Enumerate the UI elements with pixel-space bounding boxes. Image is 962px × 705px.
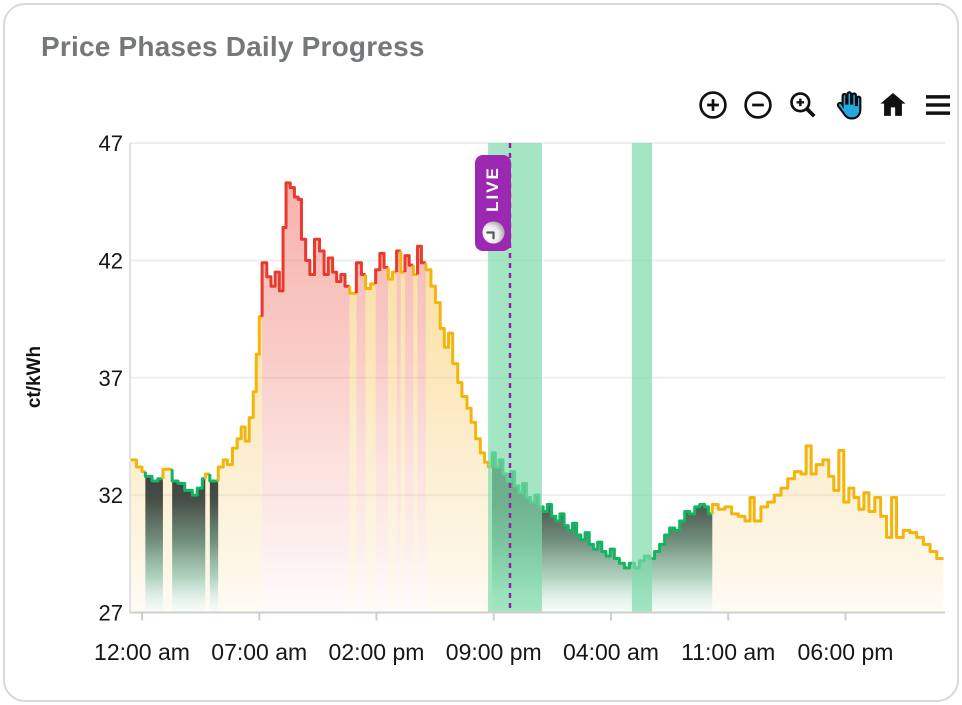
home-icon (880, 93, 906, 116)
price-step-line-g (143, 471, 163, 483)
phase-fill-r (375, 253, 389, 613)
phase-fill-y (413, 274, 418, 613)
home-button[interactable] (873, 85, 913, 125)
price-step-line-y (216, 315, 263, 482)
phase-fill-y (130, 459, 146, 613)
zoom-out-button[interactable] (738, 85, 778, 125)
price-step-line-r (374, 251, 389, 284)
phase-fill-g (492, 452, 713, 613)
magnifier-icon (790, 92, 816, 118)
y-axis-label: ct/kWh (24, 345, 45, 409)
x-tick-label: 09:00 pm (446, 639, 542, 665)
price-step-line-r (403, 254, 414, 273)
price-step-line-g (170, 469, 206, 497)
phase-fill-r (417, 246, 426, 613)
phase-fill-g (145, 476, 163, 613)
phase-fill-y (388, 272, 397, 613)
price-step-line-y (424, 262, 493, 469)
cheap-phase-band (631, 143, 653, 613)
price-step-line-y (161, 467, 173, 479)
price-step-line-y (348, 286, 357, 295)
phase-fill-r (404, 255, 414, 613)
chart-toolbar (693, 85, 957, 125)
pan-hand-icon (836, 91, 862, 120)
x-tick-label: 12:00 am (94, 639, 190, 665)
phase-fill-g (172, 478, 206, 613)
live-clock-icon (481, 221, 505, 244)
live-badge-label: LIVE (483, 166, 502, 212)
phase-fill-r (396, 250, 401, 613)
price-step-line-g (208, 473, 219, 483)
x-tick-label: 07:00 am (211, 639, 307, 665)
price-step-line-y (130, 458, 146, 474)
menu-button[interactable] (918, 85, 957, 125)
x-tick-label: 11:00 am (681, 639, 775, 665)
price-step-line-y (386, 267, 397, 281)
y-tick-label: 42 (99, 248, 123, 273)
phase-fill-y (365, 283, 376, 613)
box-zoom-button[interactable] (783, 85, 823, 125)
page-title: Price Phases Daily Progress (41, 31, 425, 62)
phase-fill-y (712, 445, 944, 613)
pan-button[interactable] (828, 85, 868, 125)
phase-fill-y (400, 272, 405, 613)
phase-fill-r (356, 262, 366, 613)
price-step-line-r (354, 261, 366, 294)
zoom-in-icon (699, 91, 727, 119)
live-badge: LIVE (475, 155, 511, 251)
x-tick-label: 04:00 am (563, 639, 659, 665)
phase-fill-y (218, 316, 263, 613)
price-step-line-r (416, 244, 426, 275)
price-chart[interactable]: 47 42 37 32 27 12:00 am 07:00 am 02:00 pm 09:00 … (5, 5, 959, 702)
phase-fill-y (425, 269, 493, 613)
chart-card: Price Phases Daily Progress (3, 3, 959, 702)
y-tick-label: 27 (99, 601, 123, 626)
hamburger-menu-icon (926, 95, 950, 115)
price-step-line-r (260, 181, 350, 317)
x-tick-label: 02:00 pm (329, 639, 425, 665)
price-step-line-y (710, 444, 944, 561)
y-tick-label: 47 (99, 131, 123, 156)
zoom-out-icon (744, 91, 772, 119)
phase-fill-y (205, 473, 210, 613)
y-tick-label: 32 (99, 483, 123, 508)
phase-fill-y (162, 469, 173, 613)
price-step-line-y (364, 274, 376, 291)
phase-fill-g (209, 481, 219, 613)
price-step-line-y (203, 472, 210, 479)
y-tick-label: 37 (99, 366, 123, 391)
phase-fill-y (349, 293, 357, 613)
x-tick-label: 06:00 pm (798, 639, 894, 665)
zoom-in-button[interactable] (693, 85, 733, 125)
